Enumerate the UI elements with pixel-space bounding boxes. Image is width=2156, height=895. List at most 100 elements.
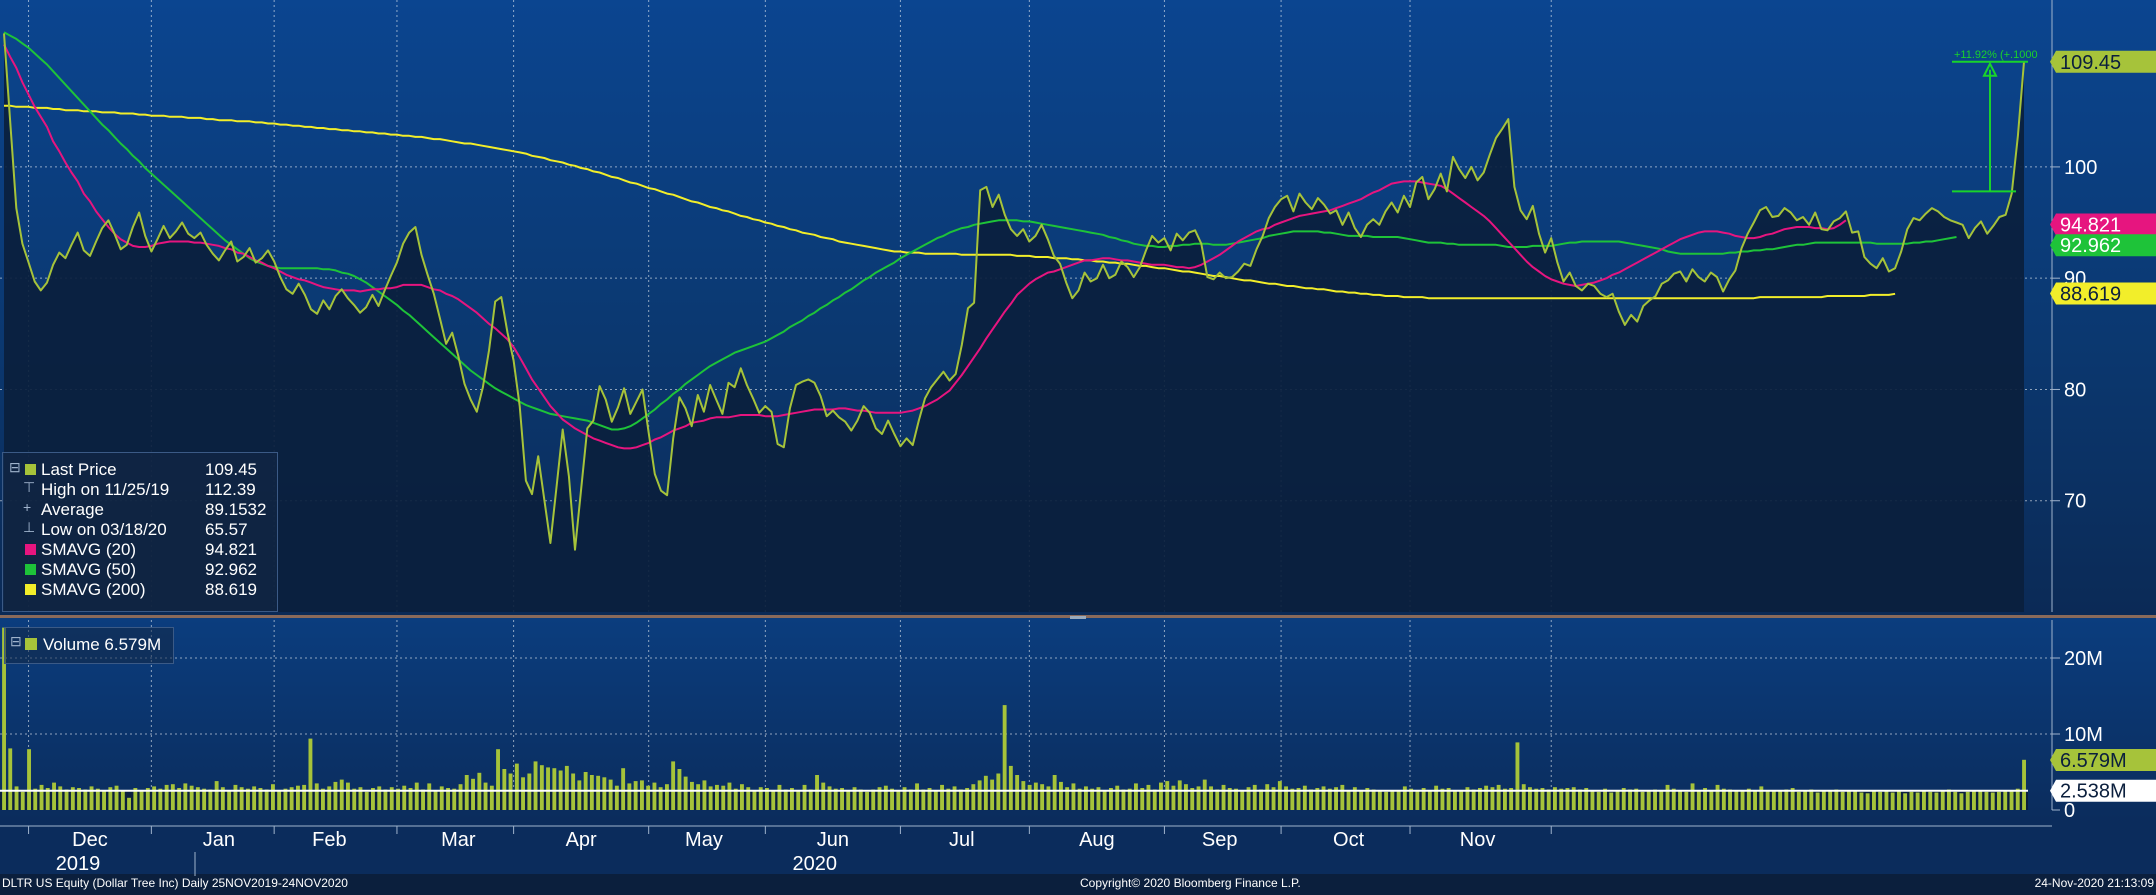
volume-bar <box>1984 791 1989 810</box>
volume-bar <box>296 785 300 810</box>
volume-bar <box>95 788 100 810</box>
volume-bar <box>671 761 676 810</box>
volume-bar <box>1665 784 1670 810</box>
volume-bar <box>77 788 81 810</box>
volume-bar <box>1121 789 1126 810</box>
volume-bar <box>1140 788 1145 810</box>
volume-bar <box>358 787 363 810</box>
volume-area-fill <box>0 790 2028 810</box>
volume-bar <box>927 788 932 810</box>
volume-bar <box>1815 792 1820 810</box>
volume-bar <box>890 788 894 810</box>
volume-bar <box>64 789 69 810</box>
volume-bar <box>489 785 494 810</box>
volume-bar <box>1271 787 1276 810</box>
volume-bar <box>683 776 688 810</box>
volume-bar <box>339 779 344 810</box>
volume-bar <box>1377 790 1382 810</box>
volume-bar <box>2015 788 2020 810</box>
volume-bar <box>840 788 844 810</box>
x-year-label: 2019 <box>56 853 101 875</box>
volume-bar <box>14 786 19 810</box>
volume-bar <box>721 785 726 810</box>
volume-bar <box>546 767 550 810</box>
volume-bar <box>102 790 106 810</box>
volume-bar <box>1484 785 1489 810</box>
volume-bar <box>352 788 357 810</box>
collapse-icon[interactable]: ⊟ <box>10 633 22 649</box>
volume-bar <box>746 787 751 810</box>
volume-bar <box>1596 791 1601 810</box>
volume-bar <box>452 788 457 810</box>
volume-bar <box>333 781 338 810</box>
volume-bar <box>1903 793 1908 810</box>
volume-bar <box>1634 788 1639 810</box>
volume-bar <box>1296 788 1301 810</box>
volume-bar <box>877 787 882 810</box>
volume-bar <box>120 790 125 810</box>
legend-value: 109.45 <box>205 460 257 479</box>
x-month-label: Jun <box>817 829 849 851</box>
volume-bar <box>971 784 976 810</box>
price-value-tag: 88.619 <box>2060 284 2121 306</box>
volume-bar <box>708 786 713 810</box>
volume-bar <box>1027 784 1032 810</box>
volume-bar <box>195 787 200 810</box>
price-value-tag: 92.962 <box>2060 235 2121 257</box>
volume-bar <box>258 788 263 810</box>
volume-bar <box>1940 791 1945 810</box>
volume-bar <box>1715 784 1720 810</box>
volume-bar <box>414 782 419 810</box>
volume-bar <box>33 788 38 810</box>
volume-bar <box>858 789 863 810</box>
volume-bar <box>1478 788 1482 810</box>
volume-bar <box>1390 790 1395 810</box>
volume-bar <box>821 782 826 810</box>
legend-label: High on 11/25/19 <box>41 480 170 499</box>
legend-label: Low on 03/18/20 <box>41 520 167 539</box>
volume-bar <box>1359 791 1364 810</box>
divider-handle[interactable] <box>1070 616 1086 619</box>
volume-bar <box>70 787 75 810</box>
volume-bar <box>1202 779 1207 810</box>
price-y-tick-label: 70 <box>2064 491 2086 513</box>
volume-bar <box>2 627 6 810</box>
volume-bar <box>1696 791 1701 810</box>
volume-bar <box>1321 786 1326 810</box>
volume-bar <box>1603 788 1607 810</box>
volume-bar <box>202 788 207 810</box>
volume-bar <box>1690 783 1695 810</box>
volume-bar <box>1553 787 1557 810</box>
volume-bar <box>1409 788 1414 810</box>
volume-bar <box>127 797 131 810</box>
volume-bar <box>1184 784 1188 810</box>
volume-bar <box>1621 788 1626 810</box>
volume-bar <box>371 788 375 810</box>
volume-bar <box>933 790 938 810</box>
volume-bar <box>771 790 776 810</box>
volume-bar <box>658 787 663 810</box>
volume-legend-label: Volume 6.579M <box>43 635 162 654</box>
volume-bar <box>1302 785 1307 810</box>
volume-bar <box>496 749 500 810</box>
price-value-tag: 109.45 <box>2060 52 2121 74</box>
footer-security: DLTR US Equity (Dollar Tree Inc) Daily 2… <box>2 876 348 890</box>
volume-bar <box>139 790 144 810</box>
sma200-line <box>4 104 1896 300</box>
volume-bar <box>958 789 963 810</box>
volume-bar <box>1109 788 1113 810</box>
volume-bar <box>1277 781 1282 810</box>
volume-bar <box>1165 781 1170 810</box>
volume-bar <box>158 788 163 810</box>
volume-bar <box>1177 780 1182 810</box>
price-value-tag-bg <box>2050 234 2156 257</box>
volume-bar <box>846 790 851 810</box>
x-month-label: Mar <box>441 829 476 851</box>
collapse-icon[interactable]: ⊟ <box>9 459 21 475</box>
volume-bar <box>1503 788 1507 810</box>
volume-bar <box>1953 791 1958 810</box>
volume-bar <box>1853 791 1858 810</box>
volume-bar <box>246 788 250 810</box>
